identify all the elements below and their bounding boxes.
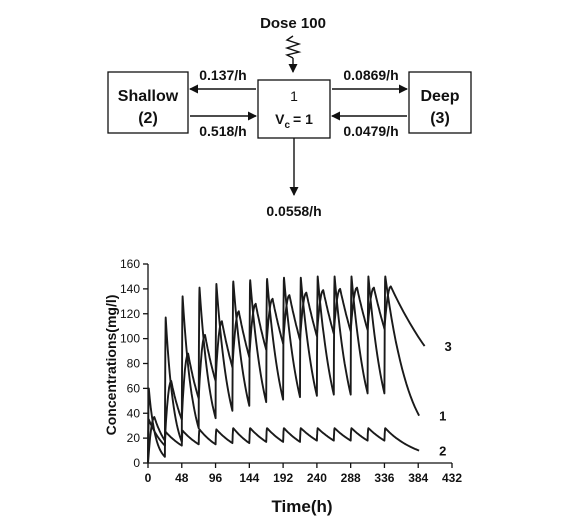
deep-compartment-number: (3) (430, 110, 450, 127)
x-axis-label: Time(h) (271, 497, 332, 516)
x-tick-label: 240 (307, 471, 327, 485)
y-tick-label: 120 (120, 307, 140, 321)
rate-deep-to-central: 0.0479/h (343, 123, 398, 139)
series-2-line (147, 418, 420, 464)
x-tick-label: 288 (341, 471, 361, 485)
dose-infusion-zigzag (284, 35, 302, 59)
y-tick-label: 160 (120, 257, 140, 271)
chart-series: 1 2 3 (147, 275, 452, 464)
chart-axes (143, 263, 453, 468)
rate-shallow-to-central: 0.518/h (199, 123, 246, 139)
shallow-compartment-box (107, 71, 189, 134)
shallow-compartment-number: (2) (138, 110, 158, 127)
y-tick-label: 20 (127, 431, 141, 445)
rate-central-to-shallow: 0.137/h (199, 67, 246, 83)
compartment-diagram: Dose 100 Shallow (2) 1 Vc = 1 Deep (3) 0.… (107, 15, 472, 219)
y-tick-label: 40 (127, 406, 141, 420)
central-compartment-volume: Vc = 1 (275, 111, 313, 131)
deep-compartment-box (408, 71, 472, 134)
x-tick-label: 96 (209, 471, 223, 485)
x-tick-label: 0 (145, 471, 152, 485)
y-tick-label: 80 (127, 357, 141, 371)
series-1-line (147, 275, 420, 464)
x-tick-label: 432 (442, 471, 462, 485)
dose-label: Dose 100 (260, 15, 326, 32)
x-tick-label: 336 (374, 471, 394, 485)
deep-compartment-name: Deep (420, 88, 459, 105)
x-tick-label: 384 (408, 471, 428, 485)
central-compartment-number: 1 (290, 88, 298, 104)
series-1-label: 1 (439, 409, 446, 424)
rate-central-to-deep: 0.0869/h (343, 67, 398, 83)
y-tick-label: 60 (127, 381, 141, 395)
x-tick-label: 192 (273, 471, 293, 485)
series-3-label: 3 (445, 339, 452, 354)
shallow-compartment-name: Shallow (118, 88, 179, 105)
series-2-label: 2 (439, 444, 446, 459)
series-3-line (147, 285, 426, 464)
rate-elimination: 0.0558/h (266, 203, 321, 219)
y-tick-label: 0 (133, 456, 140, 470)
x-tick-label: 48 (175, 471, 189, 485)
y-tick-label: 100 (120, 332, 140, 346)
y-tick-label: 140 (120, 282, 140, 296)
x-tick-label: 144 (239, 471, 259, 485)
y-axis-label: Concentrations(mg/l) (103, 295, 119, 436)
central-compartment-box (257, 79, 331, 139)
